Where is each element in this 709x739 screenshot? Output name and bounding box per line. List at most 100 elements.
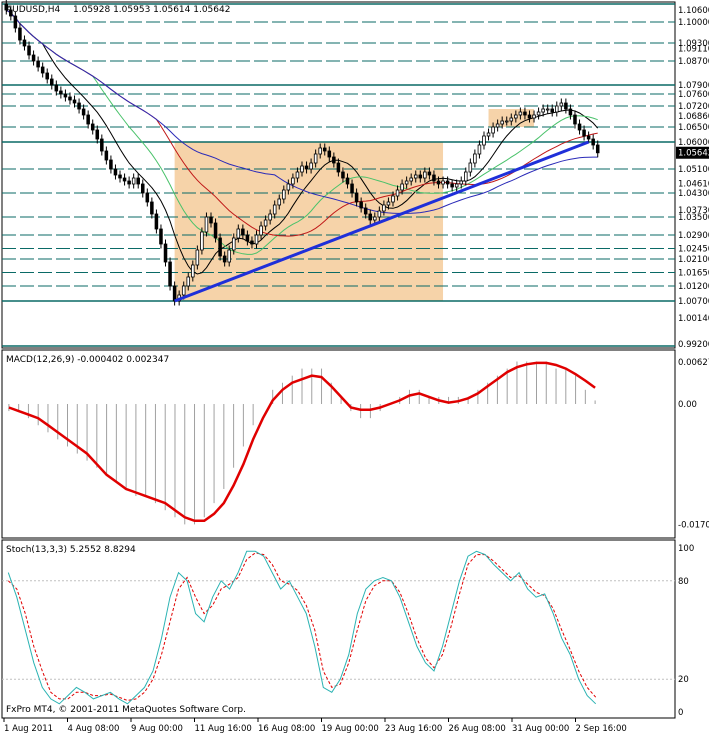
- candle-body: [168, 261, 172, 287]
- candle-body: [113, 168, 118, 176]
- current-price-label: 1.05642: [678, 149, 709, 159]
- candle-body: [404, 180, 409, 185]
- candle-body: [550, 108, 554, 113]
- candle-body: [259, 225, 263, 236]
- candle-body: [218, 237, 222, 257]
- macd-signal-line: [8, 361, 596, 523]
- candle-body: [477, 144, 482, 155]
- candle-body: [500, 120, 504, 125]
- candle-body: [159, 228, 163, 245]
- candle-body: [450, 183, 454, 188]
- candle-body: [568, 108, 573, 116]
- horizontal-levels: [2, 3, 675, 347]
- candle-body: [286, 183, 291, 191]
- macd-panel[interactable]: 0.00627 0.00 -0.01705 MACD(12,26,9) -0.000…: [1, 349, 709, 539]
- candle-body: [95, 129, 100, 140]
- candle-body: [209, 216, 213, 224]
- candle-body: [291, 177, 295, 185]
- candle-body: [436, 180, 441, 185]
- candle-body: [545, 108, 550, 111]
- candle-body: [90, 123, 95, 131]
- candle-body: [40, 66, 45, 74]
- candle-body: [277, 198, 282, 206]
- candle-body: [432, 174, 436, 182]
- candle-body: [45, 72, 49, 80]
- candle-body: [109, 159, 113, 170]
- candle-body: [454, 183, 459, 188]
- candle-body: [591, 138, 595, 146]
- candle-body: [250, 240, 254, 245]
- candle-body: [423, 171, 427, 179]
- candle-body: [282, 189, 286, 200]
- candle-body: [100, 138, 104, 152]
- candle-body: [36, 60, 40, 68]
- shaded-zone: [174, 142, 444, 301]
- time-tick-label: 31 Aug 00:00: [512, 724, 569, 734]
- candle-body: [382, 204, 386, 212]
- candle-body: [13, 15, 18, 29]
- candle-body: [350, 183, 354, 194]
- candle-body: [213, 222, 218, 239]
- candle-body: [523, 111, 527, 116]
- price-tick-label: 1.02100: [678, 255, 709, 265]
- time-tick-label: 9 Aug 00:00: [131, 724, 183, 734]
- price-tick-label: 1.03730: [678, 206, 709, 216]
- candle-body: [386, 201, 391, 206]
- candle-body: [582, 129, 586, 137]
- candle-body: [150, 201, 154, 215]
- price-panel-frame: [1, 1, 676, 349]
- candle-body: [486, 132, 491, 137]
- candle-body: [322, 147, 327, 152]
- moving-average-black: [6, 9, 599, 275]
- candle-body: [341, 171, 345, 179]
- candle-body: [231, 237, 236, 251]
- stoch-panel-frame: [1, 539, 676, 719]
- price-tick-label: 1.08700: [678, 57, 709, 67]
- candle-body: [195, 249, 200, 266]
- price-tick-label: 1.10600: [678, 6, 709, 16]
- candle-body: [400, 183, 404, 191]
- candle-body: [377, 210, 382, 218]
- price-tick-label: 1.06500: [678, 123, 709, 133]
- time-tick-label: 4 Aug 08:00: [68, 724, 120, 734]
- candle-body: [172, 285, 177, 302]
- stoch-signal-path: [7, 552, 597, 702]
- price-axis: 1.10600 1.03730 1.10000 1.093001.09110 1.087…: [676, 6, 709, 350]
- candle-body: [532, 114, 536, 119]
- time-tick-label: 11 Aug 16:00: [195, 724, 252, 734]
- candle-body: [145, 192, 150, 203]
- stoch-axis: 100 80 20 0: [678, 544, 694, 718]
- price-tick-label: 1.07600: [678, 90, 709, 100]
- candle-body: [373, 216, 377, 221]
- candle-body: [541, 108, 545, 113]
- candle-body: [18, 27, 22, 41]
- candle-body: [468, 162, 473, 173]
- candle-body: [577, 123, 582, 131]
- moving-average-blue: [6, 9, 598, 214]
- candle-body: [104, 150, 109, 161]
- macd-tick-label: -0.01705: [678, 521, 709, 531]
- copyright-text: FxPro MT4, © 2001-2011 MetaQuotes Softwa…: [6, 705, 246, 715]
- candle-body: [586, 135, 591, 140]
- macd-tick-label: 0.00627: [678, 358, 709, 368]
- candle-body: [536, 111, 541, 116]
- price-tick-label: 1.02900: [678, 231, 709, 241]
- candle-body: [418, 174, 423, 179]
- stoch-tick-label: 100: [678, 544, 694, 554]
- candle-body: [413, 174, 418, 179]
- trendline[interactable]: [174, 140, 590, 303]
- candle-body: [391, 195, 395, 203]
- candle-body: [191, 264, 195, 278]
- stoch-panel[interactable]: 100 80 20 0 Stoch(13,3,3) 5.2552 8.8294 FxP…: [1, 539, 694, 719]
- macd-tick-label: 0.00: [678, 400, 697, 410]
- moving-averages: [6, 9, 599, 275]
- candle-body: [336, 162, 341, 173]
- price-panel[interactable]: 1.10600 1.03730 1.10000 1.093001.09110 1.087…: [1, 0, 709, 350]
- macd-histogram: [8, 361, 596, 525]
- candle-body: [4, 3, 9, 11]
- price-tick-label: 1.04300: [678, 189, 709, 199]
- candle-body: [304, 165, 309, 170]
- time-axis: 1 Aug 2011 4 Aug 08:00 9 Aug 00:00 11 Aug 1…: [3, 718, 627, 734]
- candle-body: [573, 114, 577, 125]
